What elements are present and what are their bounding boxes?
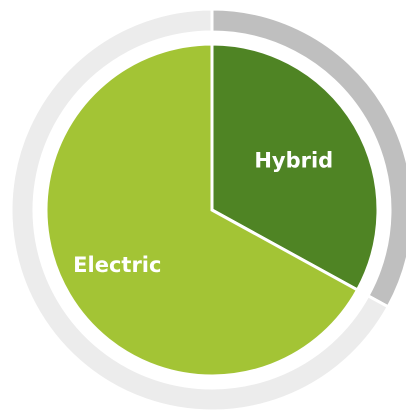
pie-slice	[44, 42, 360, 378]
slice-label: Hybrid	[254, 149, 333, 173]
ring-segment	[9, 7, 391, 410]
slice-label: Electric	[73, 253, 161, 277]
pie-slice	[210, 42, 380, 293]
